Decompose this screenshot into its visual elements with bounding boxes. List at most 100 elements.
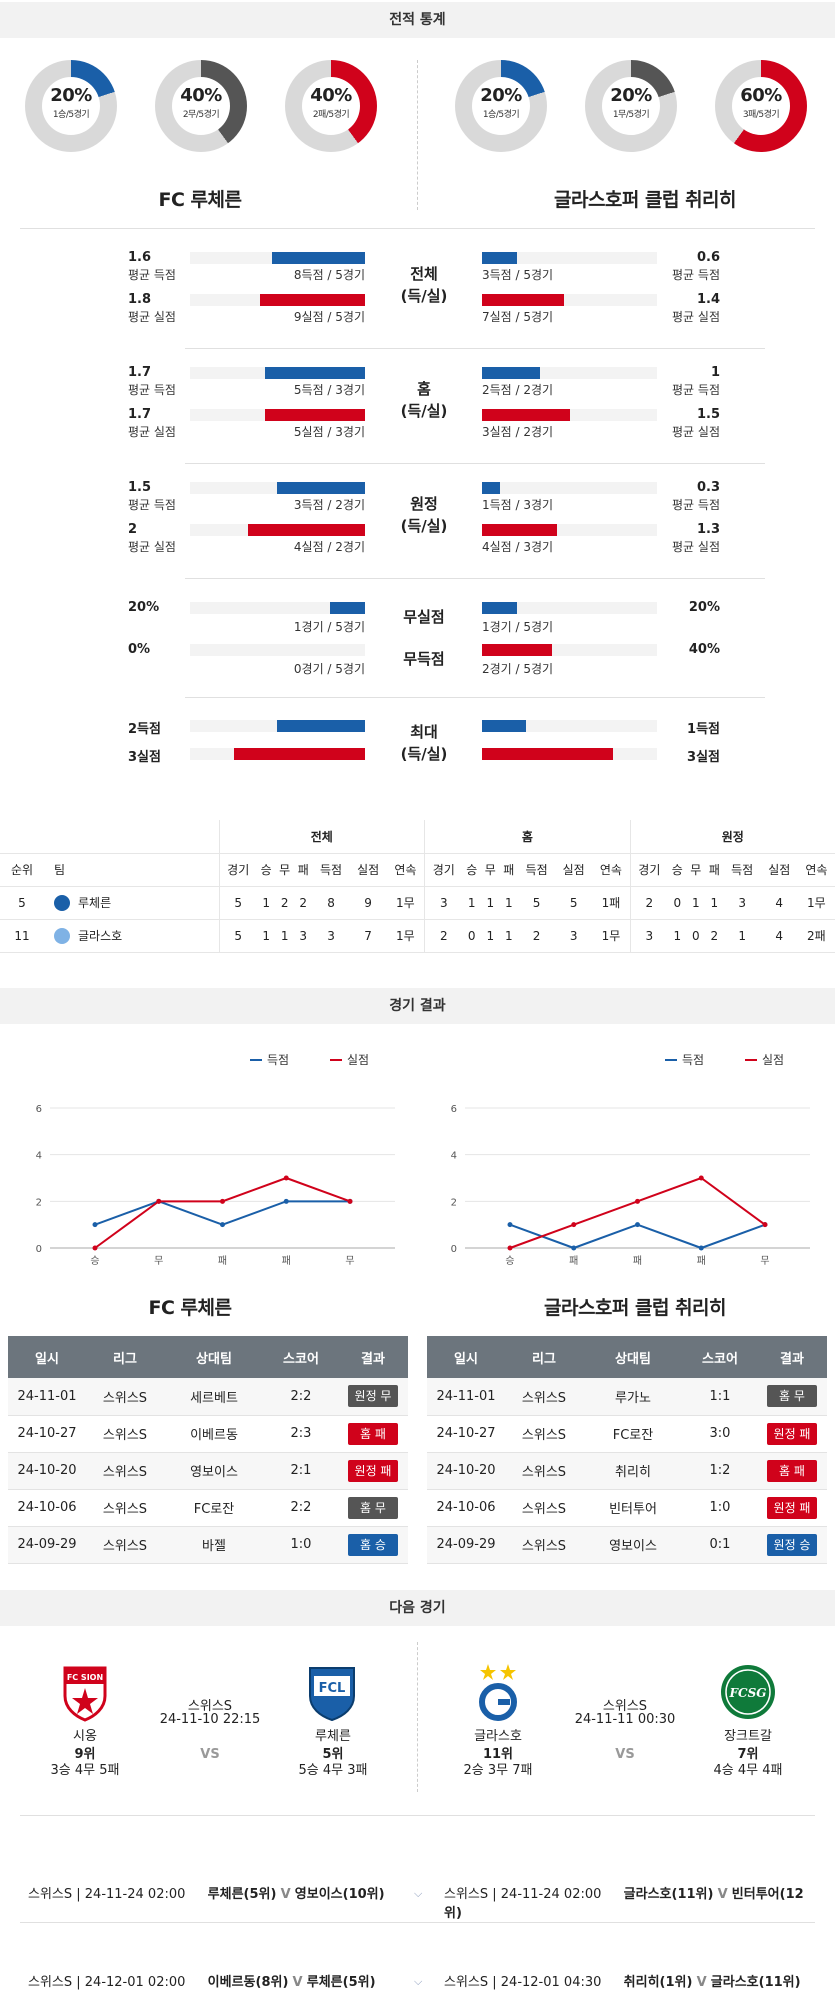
upcoming-match-row[interactable]: 스위스S | 24-12-01 02:00 이베르동(8위) V 루체른(5위): [28, 1971, 398, 1990]
x-tick-label: 승: [90, 1255, 99, 1267]
x-tick-label: 패: [218, 1255, 227, 1267]
y-tick-label: 4: [451, 1151, 457, 1162]
away-results-table: 일시 리그 상대팀 스코어 결과 24-11-01 스위스S 루가노 1:1 홈 무 2…: [427, 1336, 827, 1564]
left-stat-value: 1.7: [128, 365, 152, 380]
upcoming-match-row[interactable]: 스위스S | 24-11-24 02:00 글라스호(11위) V 빈터투어(1…: [444, 1883, 814, 1921]
x-tick-label: 패: [282, 1255, 291, 1267]
league-cell: 스위스S: [86, 1489, 164, 1527]
table-row: 24-10-06 스위스S 빈터투어 1:0 원정 패: [427, 1489, 827, 1527]
legend-label: 득점: [267, 1053, 289, 1067]
opponent-cell: 영보이스: [583, 1526, 683, 1564]
right-max-value: 1득점: [687, 722, 720, 737]
away-team-name-2: 글라스호퍼 클럽 취리히: [543, 1297, 727, 1319]
right-max-bar: [482, 748, 613, 760]
score-cell: 3:0: [683, 1415, 757, 1453]
left-stat-label: 평균 득점: [128, 383, 176, 397]
score-cell: 0:1: [683, 1526, 757, 1564]
x-tick-label: 승: [505, 1255, 514, 1267]
right-clean-bar: [482, 644, 552, 656]
right-stat-value: 1.5: [696, 407, 720, 422]
stat-cell: 0: [686, 919, 706, 953]
y-tick-label: 4: [36, 1151, 42, 1162]
right-stat-caption: 2득점 / 2경기: [482, 383, 554, 397]
donut-0: 20% 1승/5경기: [25, 60, 117, 152]
y-tick-label: 2: [36, 1197, 42, 1208]
right-stat-bar: [482, 482, 500, 494]
donut-percent: 60%: [740, 85, 782, 106]
upcoming-match-row[interactable]: 스위스S | 24-12-01 04:30 취리히(1위) V 글라스호(11위…: [444, 1971, 814, 1990]
next-left-vs: VS: [200, 1747, 220, 1762]
donut-percent: 20%: [480, 85, 522, 106]
y-tick-label: 0: [36, 1244, 42, 1255]
date-cell: 24-09-29: [427, 1526, 505, 1564]
stats-section-title: 전적 통계: [0, 2, 835, 38]
col-득점: 득점: [518, 853, 556, 887]
left-stat-value: 1.8: [128, 292, 152, 307]
right-clean-value: 20%: [688, 600, 720, 615]
donut-percent: 20%: [610, 85, 652, 106]
upcoming-team-b: 글라스호(11위): [710, 1975, 801, 1990]
stat-cell: 1무: [386, 919, 425, 953]
left-stat-bar: [272, 252, 365, 264]
conceded-point: [156, 1198, 162, 1204]
group-sublabel: (득/실): [400, 517, 448, 535]
conceded-point: [347, 1198, 353, 1204]
rank-cell: 11: [0, 919, 44, 953]
col-경기: 경기: [218, 853, 257, 887]
left-stat-bar: [265, 367, 365, 379]
col-득점: 득점: [312, 853, 350, 887]
left-clean-caption: 0경기 / 5경기: [293, 662, 365, 676]
left-clean-caption: 1경기 / 5경기: [293, 620, 365, 634]
upcoming-match-row[interactable]: 스위스S | 24-11-24 02:00 루체른(5위) V 영보이스(10위…: [28, 1883, 398, 1902]
next-left-team2-name: 루체른: [315, 1729, 351, 1744]
stat-cell: 4: [760, 919, 798, 953]
x-tick-label: 무: [154, 1256, 163, 1267]
divider: [185, 463, 765, 464]
team-crest-icon: [54, 895, 70, 912]
stat-cell: 7: [349, 919, 387, 953]
left-max-bar: [277, 720, 365, 732]
date-cell: 24-10-27: [8, 1415, 86, 1453]
stat-cell: 3: [312, 919, 350, 953]
opponent-cell: 세르베트: [164, 1378, 264, 1416]
right-stat-label: 평균 실점: [672, 425, 720, 439]
stat-cell: 5: [218, 886, 257, 920]
score-cell: 1:1: [683, 1378, 757, 1416]
right-stat-label: 평균 실점: [672, 540, 720, 554]
results-header: 일시: [8, 1336, 86, 1378]
date-cell: 24-10-27: [427, 1415, 505, 1453]
right-stat-label: 평균 득점: [672, 383, 720, 397]
right-stat-value: 1.3: [696, 522, 720, 537]
left-stat-label: 평균 득점: [128, 268, 176, 282]
opponent-cell: 빈터투어: [583, 1489, 683, 1527]
result-badge: 원정 패: [767, 1496, 817, 1519]
group-sublabel: (득/실): [400, 402, 448, 420]
league-cell: 스위스S: [505, 1526, 583, 1564]
result-badge: 홈 무: [348, 1496, 398, 1519]
upcoming-team-a: 취리히(1위): [623, 1975, 693, 1990]
stat-cell: 2: [629, 886, 669, 920]
conceded-point: [220, 1198, 225, 1204]
result-badge: 홈 무: [767, 1385, 817, 1408]
results-header: 상대팀: [164, 1336, 264, 1378]
upcoming-info: 스위스S | 24-11-24 02:00: [444, 1887, 602, 1902]
upcoming-team-b: 빈터투어(12위): [444, 1887, 804, 1921]
sion-logo-icon: FC SION: [63, 1666, 107, 1722]
standings-group-total: 전체: [218, 820, 425, 854]
stat-cell: 3: [555, 919, 593, 953]
standings-group-away: 원정: [629, 820, 835, 854]
opponent-cell: 루가노: [583, 1378, 683, 1416]
league-cell: 스위스S: [86, 1378, 164, 1416]
group-label: 원정: [410, 495, 438, 513]
left-clean-value: 20%: [128, 600, 160, 615]
chevron-down-icon[interactable]: ⌵: [414, 1887, 423, 1900]
left-stat-value: 1.5: [128, 480, 152, 495]
right-stat-bar: [482, 367, 540, 379]
donut-caption: 2패/5경기: [312, 110, 350, 120]
chevron-down-icon[interactable]: ⌵: [414, 1975, 423, 1988]
right-stat-value: 0.3: [696, 480, 720, 495]
left-stat-value: 1.6: [128, 250, 152, 265]
donut-5: 60% 3패/5경기: [715, 60, 807, 152]
next-right-vs: VS: [615, 1747, 635, 1762]
donut-caption: 1승/5경기: [482, 110, 520, 120]
